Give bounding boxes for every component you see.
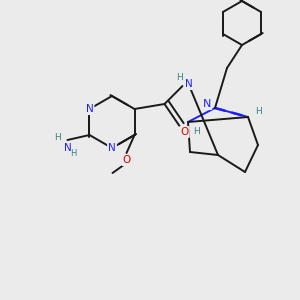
Text: N: N (85, 104, 93, 114)
Text: H: H (176, 74, 183, 82)
Text: O: O (180, 127, 189, 137)
Text: H: H (193, 128, 200, 136)
Text: H: H (70, 149, 77, 158)
Text: H: H (255, 106, 261, 116)
Text: O: O (122, 155, 130, 165)
Text: N: N (184, 79, 192, 89)
Text: N: N (203, 99, 211, 109)
Text: H: H (54, 134, 61, 142)
Text: N: N (64, 143, 71, 153)
Text: N: N (108, 143, 116, 153)
